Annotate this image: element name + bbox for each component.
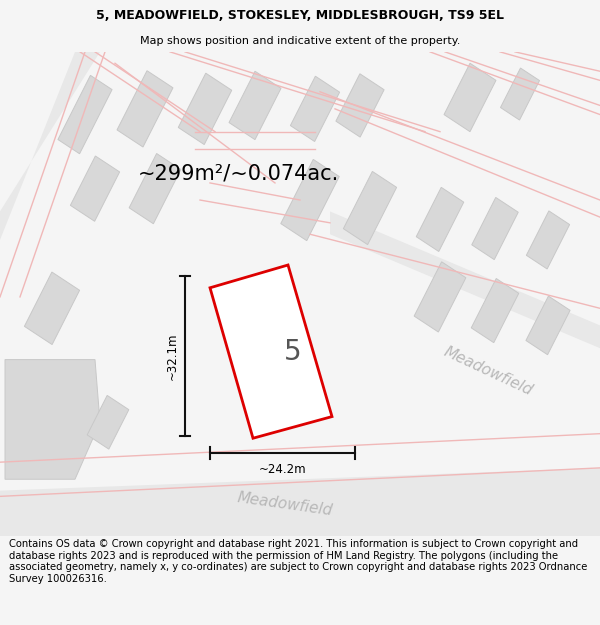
Polygon shape bbox=[0, 468, 600, 536]
Polygon shape bbox=[290, 76, 340, 141]
Polygon shape bbox=[444, 63, 496, 132]
Text: ~24.2m: ~24.2m bbox=[259, 462, 307, 476]
Text: Meadowfield: Meadowfield bbox=[441, 344, 535, 398]
Polygon shape bbox=[5, 359, 100, 479]
Polygon shape bbox=[416, 188, 464, 251]
Polygon shape bbox=[25, 272, 80, 344]
Polygon shape bbox=[178, 73, 232, 144]
Polygon shape bbox=[472, 198, 518, 259]
Polygon shape bbox=[229, 71, 281, 139]
Polygon shape bbox=[471, 279, 519, 342]
Polygon shape bbox=[210, 265, 332, 438]
Polygon shape bbox=[526, 296, 570, 355]
Text: ~299m²/~0.074ac.: ~299m²/~0.074ac. bbox=[138, 164, 339, 184]
Polygon shape bbox=[330, 211, 600, 348]
Polygon shape bbox=[0, 52, 100, 240]
Polygon shape bbox=[336, 74, 384, 137]
Polygon shape bbox=[414, 262, 466, 332]
Polygon shape bbox=[343, 171, 397, 244]
Polygon shape bbox=[281, 159, 339, 241]
Text: 5: 5 bbox=[284, 338, 302, 366]
Polygon shape bbox=[526, 211, 569, 269]
Text: ~32.1m: ~32.1m bbox=[166, 332, 179, 380]
Text: Contains OS data © Crown copyright and database right 2021. This information is : Contains OS data © Crown copyright and d… bbox=[9, 539, 587, 584]
Text: Map shows position and indicative extent of the property.: Map shows position and indicative extent… bbox=[140, 36, 460, 46]
Text: 5, MEADOWFIELD, STOKESLEY, MIDDLESBROUGH, TS9 5EL: 5, MEADOWFIELD, STOKESLEY, MIDDLESBROUGH… bbox=[96, 9, 504, 22]
Polygon shape bbox=[500, 68, 539, 120]
Polygon shape bbox=[58, 76, 112, 154]
Polygon shape bbox=[129, 154, 181, 224]
Text: Meadowfield: Meadowfield bbox=[236, 490, 334, 519]
Polygon shape bbox=[87, 396, 129, 449]
Polygon shape bbox=[70, 156, 119, 221]
Polygon shape bbox=[117, 71, 173, 147]
